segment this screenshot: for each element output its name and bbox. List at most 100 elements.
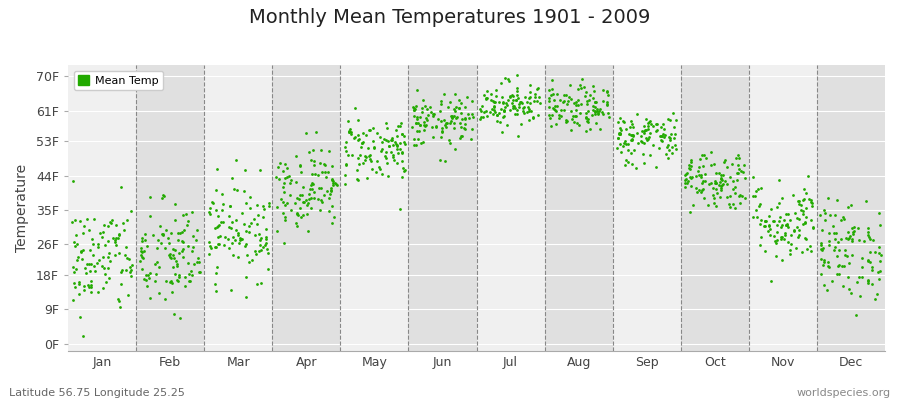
Point bbox=[685, 174, 699, 180]
Point bbox=[307, 195, 321, 202]
Point bbox=[505, 92, 519, 98]
Point bbox=[656, 121, 670, 128]
Point bbox=[559, 119, 573, 125]
Point bbox=[239, 252, 254, 258]
Point bbox=[177, 283, 192, 290]
Point bbox=[394, 130, 409, 137]
Point bbox=[546, 91, 561, 98]
Point bbox=[625, 132, 639, 139]
Point bbox=[428, 110, 442, 117]
Point bbox=[806, 224, 820, 230]
Point bbox=[704, 180, 718, 186]
Point bbox=[254, 234, 268, 241]
Point bbox=[661, 142, 675, 148]
Point bbox=[872, 210, 886, 216]
Point bbox=[390, 142, 404, 148]
Point bbox=[653, 132, 668, 139]
Point bbox=[112, 231, 126, 238]
Point bbox=[860, 232, 875, 238]
Point bbox=[514, 120, 528, 127]
Point bbox=[338, 161, 353, 167]
Point bbox=[713, 178, 727, 185]
Point bbox=[624, 137, 638, 144]
Point bbox=[757, 223, 771, 229]
Point bbox=[829, 230, 843, 236]
Point bbox=[209, 187, 223, 193]
Point bbox=[562, 94, 577, 100]
Point bbox=[417, 122, 431, 129]
Point bbox=[495, 94, 509, 100]
Point bbox=[163, 254, 177, 260]
Point bbox=[738, 194, 752, 201]
Point bbox=[68, 269, 82, 275]
Point bbox=[94, 234, 109, 241]
Point bbox=[318, 169, 332, 175]
Point bbox=[519, 109, 534, 115]
Bar bbox=[544, 65, 613, 351]
Point bbox=[216, 219, 230, 226]
Point bbox=[202, 209, 217, 215]
Point bbox=[215, 207, 230, 213]
Point bbox=[322, 195, 337, 202]
Point bbox=[736, 162, 751, 168]
Point bbox=[398, 141, 412, 148]
Point bbox=[797, 220, 812, 226]
Point bbox=[72, 278, 86, 285]
Point bbox=[796, 197, 810, 203]
Point bbox=[839, 235, 853, 241]
Point bbox=[498, 75, 512, 82]
Point bbox=[345, 152, 359, 158]
Point bbox=[262, 203, 276, 210]
Point bbox=[480, 87, 494, 94]
Point bbox=[105, 216, 120, 223]
Point bbox=[167, 246, 182, 253]
Point bbox=[861, 280, 876, 286]
Point bbox=[146, 232, 160, 238]
Point bbox=[652, 145, 667, 151]
Point bbox=[135, 249, 149, 256]
Point bbox=[288, 200, 302, 207]
Point bbox=[772, 200, 787, 206]
Point bbox=[167, 217, 182, 224]
Point bbox=[454, 99, 468, 106]
Point bbox=[375, 139, 390, 145]
Point bbox=[586, 95, 600, 102]
Point bbox=[842, 229, 856, 235]
Point bbox=[185, 233, 200, 240]
Point bbox=[235, 210, 249, 216]
Point bbox=[847, 228, 861, 234]
Point bbox=[392, 206, 407, 212]
Point bbox=[117, 226, 131, 233]
Point bbox=[846, 230, 860, 237]
Point bbox=[612, 130, 626, 137]
Point bbox=[729, 155, 743, 161]
Point bbox=[448, 104, 463, 111]
Point bbox=[202, 243, 217, 249]
Point bbox=[547, 103, 562, 109]
Point bbox=[409, 119, 423, 126]
Point bbox=[385, 142, 400, 148]
Point bbox=[284, 207, 298, 214]
Point bbox=[391, 150, 405, 156]
Point bbox=[271, 164, 285, 171]
Point bbox=[789, 215, 804, 222]
Point bbox=[566, 100, 580, 106]
Point bbox=[715, 177, 729, 183]
Point bbox=[139, 272, 153, 279]
Point bbox=[824, 212, 838, 218]
Point bbox=[780, 222, 795, 228]
Point bbox=[653, 136, 668, 143]
Point bbox=[370, 158, 384, 164]
Point bbox=[804, 197, 818, 204]
Point bbox=[766, 218, 780, 224]
Point bbox=[726, 178, 741, 184]
Point bbox=[790, 224, 805, 230]
Point bbox=[814, 227, 829, 234]
Point bbox=[718, 178, 733, 184]
Point bbox=[205, 198, 220, 205]
Point bbox=[814, 256, 829, 262]
Point bbox=[517, 104, 531, 110]
Point bbox=[800, 246, 814, 252]
Point bbox=[190, 227, 204, 234]
Point bbox=[491, 99, 506, 105]
